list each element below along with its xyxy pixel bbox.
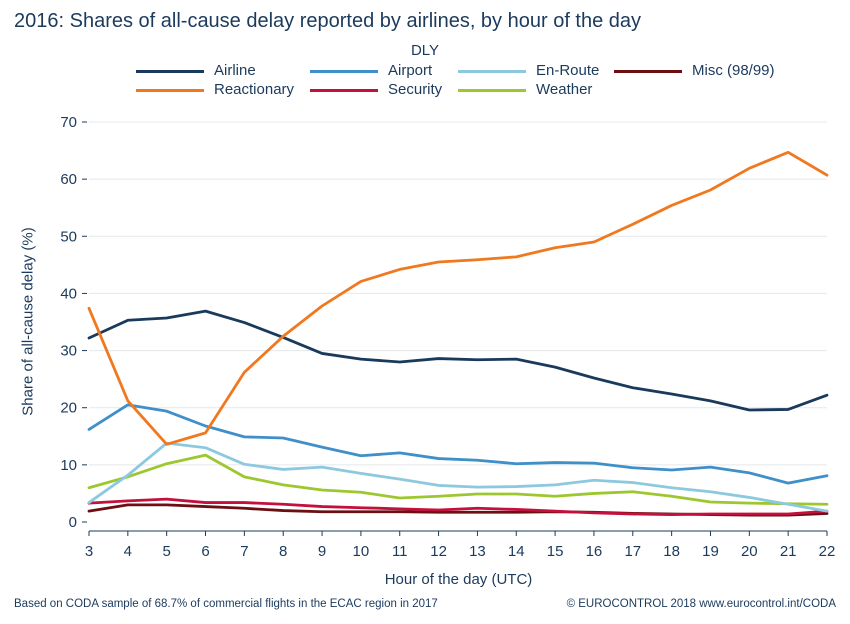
y-tick-label-40: 40 (60, 285, 77, 302)
x-tick-label-13: 13 (469, 543, 486, 560)
legend-swatch-en-route (458, 70, 526, 73)
y-tick-label-50: 50 (60, 228, 77, 245)
series-line-airport (87, 403, 829, 485)
copyright-note: © EUROCONTROL 2018 www.eurocontrol.int/C… (566, 598, 836, 610)
x-tick-label-17: 17 (624, 543, 641, 560)
y-tick-label-10: 10 (60, 457, 77, 474)
legend-label-airport: Airport (388, 62, 433, 79)
x-tick-label-18: 18 (663, 543, 680, 560)
y-axis-label: Share of all-cause delay (%) (19, 227, 37, 416)
x-tick-label-16: 16 (586, 543, 603, 560)
y-tick-label-20: 20 (60, 400, 77, 417)
x-tick-label-6: 6 (201, 543, 209, 560)
legend-title: DLY (410, 42, 440, 59)
y-tick-label-0: 0 (69, 514, 77, 531)
x-tick-label-4: 4 (124, 543, 132, 560)
x-tick-label-19: 19 (702, 543, 719, 560)
chart-title: 2016: Shares of all-cause delay reported… (14, 10, 642, 32)
legend-label-misc: Misc (98/99) (692, 62, 775, 79)
x-tick-label-8: 8 (279, 543, 287, 560)
legend-swatch-airline (136, 70, 204, 73)
legend-label-en-route: En-Route (536, 62, 600, 79)
legend-swatch-reactionary (136, 89, 204, 92)
x-tick-label-22: 22 (819, 543, 836, 560)
legend-swatch-security (310, 89, 378, 92)
legend-swatch-airport (310, 70, 378, 73)
y-tick-label-30: 30 (60, 343, 77, 360)
source-note: Based on CODA sample of 68.7% of commerc… (14, 598, 438, 610)
x-tick-label-11: 11 (392, 543, 408, 560)
legend-label-airline: Airline (214, 62, 256, 79)
x-tick-label-12: 12 (430, 543, 447, 560)
x-tick-label-14: 14 (508, 543, 525, 560)
x-axis-label: Hour of the day (UTC) (384, 571, 533, 588)
legend-swatch-misc (614, 70, 682, 73)
x-tick-label-15: 15 (547, 543, 564, 560)
legend: Airline Airport En-Route Misc (98/99) Re… (0, 60, 850, 102)
y-tick-label-70: 70 (60, 114, 77, 131)
x-tick-label-21: 21 (780, 543, 797, 560)
legend-label-weather: Weather (536, 81, 593, 98)
legend-swatch-weather (458, 89, 526, 92)
x-tick-label-5: 5 (163, 543, 171, 560)
series-line-en-route (87, 441, 829, 513)
x-tick-label-9: 9 (318, 543, 326, 560)
x-tick-label-20: 20 (741, 543, 758, 560)
series-line-reactionary (87, 150, 829, 446)
legend-label-security: Security (388, 81, 443, 98)
x-tick-label-3: 3 (85, 543, 93, 560)
series-line-weather (87, 453, 829, 506)
x-tick-label-7: 7 (240, 543, 248, 560)
series-line-security (87, 497, 829, 516)
series-line-airline (87, 309, 829, 412)
x-tick-label-10: 10 (353, 543, 370, 560)
legend-label-reactionary: Reactionary (214, 81, 295, 98)
y-tick-label-60: 60 (60, 171, 77, 188)
